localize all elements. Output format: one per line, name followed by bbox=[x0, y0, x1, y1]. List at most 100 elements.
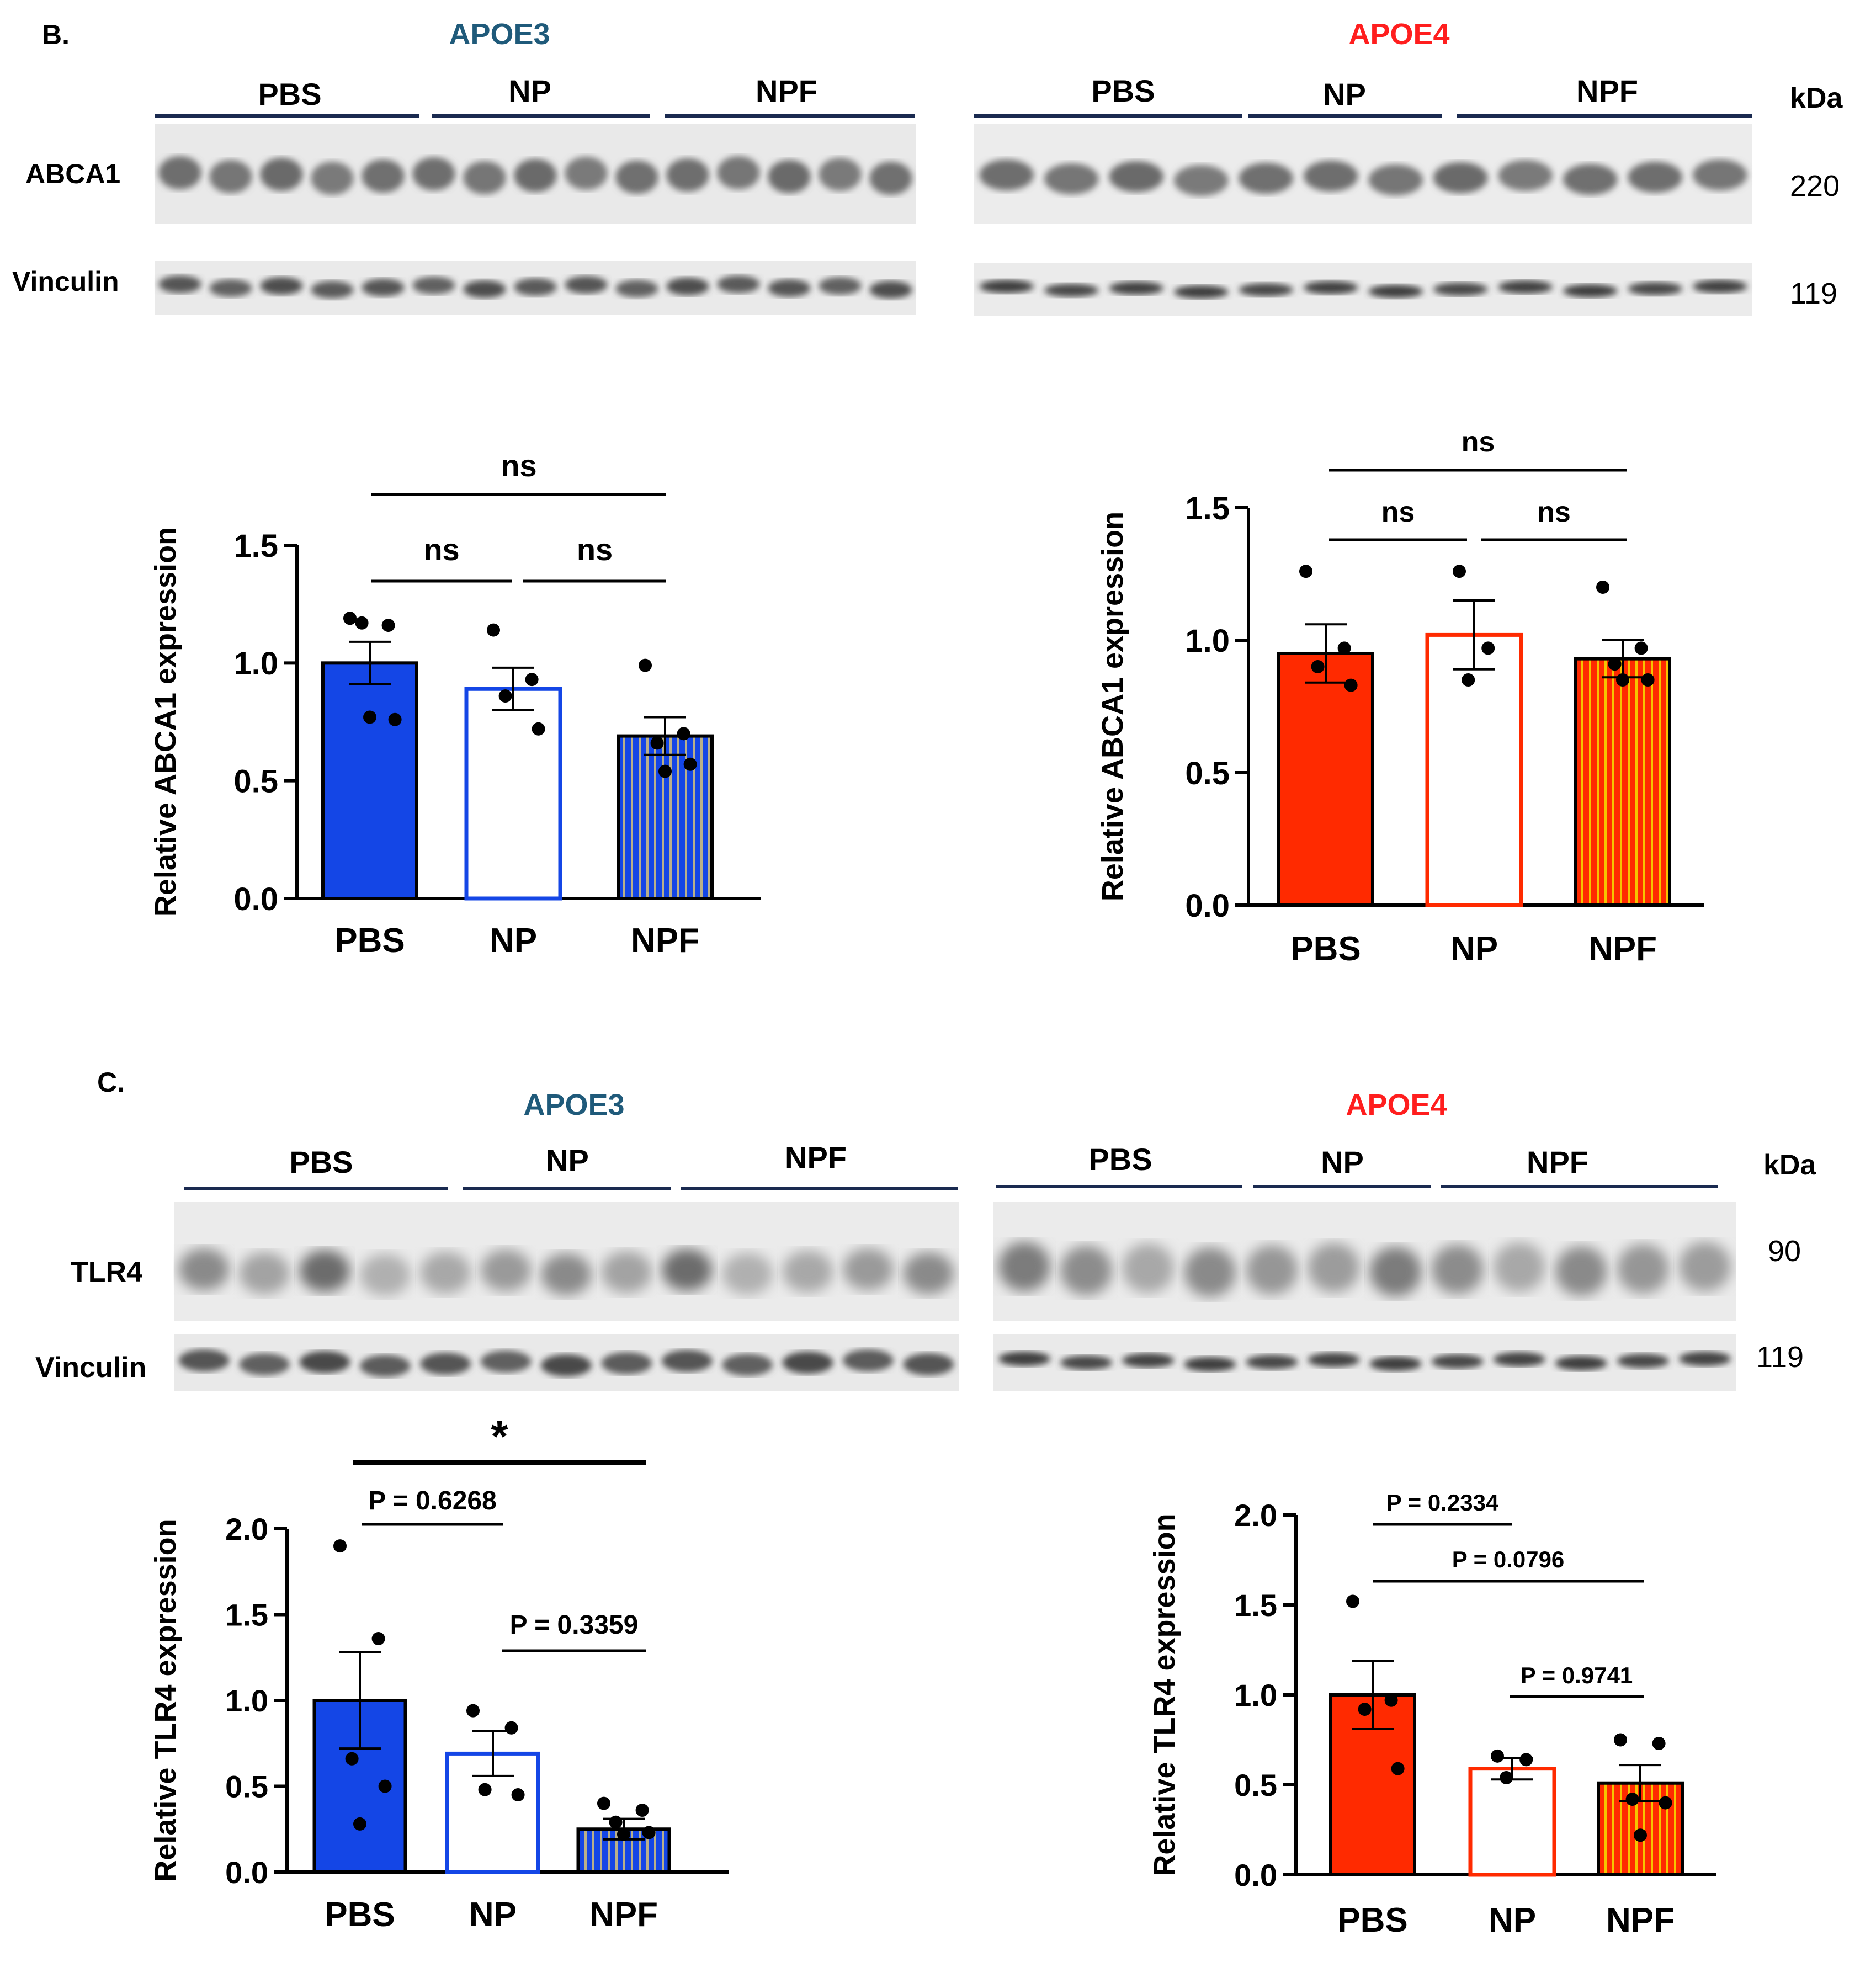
blot-band bbox=[239, 1252, 290, 1294]
blot-band bbox=[1239, 163, 1294, 194]
y-tick-label: 1.5 bbox=[233, 528, 278, 564]
blot-band bbox=[782, 1251, 833, 1293]
data-point bbox=[1391, 1762, 1405, 1775]
western-blot-vinculin-apoe3 bbox=[155, 261, 916, 315]
data-point bbox=[635, 1804, 649, 1817]
blot-title-apoe4: APOE4 bbox=[1346, 1088, 1447, 1121]
blot-title-apoe4: APOE4 bbox=[1348, 18, 1449, 51]
blot-band bbox=[463, 280, 506, 298]
blot-band bbox=[260, 277, 303, 295]
blot-band bbox=[1173, 165, 1229, 196]
group-label-pbs: PBS bbox=[1088, 1142, 1152, 1177]
blot-band bbox=[998, 1352, 1051, 1366]
kda-value: 119 bbox=[1790, 277, 1837, 310]
x-tick-label: NPF bbox=[631, 922, 699, 960]
data-point bbox=[1453, 565, 1466, 578]
western-blot-vinculin-apoe3 bbox=[174, 1334, 959, 1391]
blot-band bbox=[1493, 1352, 1545, 1366]
blot-band bbox=[311, 162, 354, 195]
x-tick-label: NP bbox=[1450, 930, 1498, 968]
blot-band bbox=[299, 1351, 350, 1373]
data-point bbox=[642, 1826, 656, 1839]
y-tick-label: 0.5 bbox=[233, 764, 278, 800]
blot-band bbox=[1109, 281, 1164, 295]
data-point bbox=[1634, 641, 1648, 655]
data-point bbox=[597, 1796, 610, 1810]
data-point bbox=[525, 673, 539, 687]
x-tick-label: NP bbox=[490, 922, 537, 960]
western-blot-tlr4-apoe3 bbox=[174, 1202, 959, 1321]
data-point bbox=[1500, 1770, 1513, 1784]
blot-band bbox=[903, 1252, 954, 1294]
blot-band bbox=[1173, 285, 1229, 299]
blot-band bbox=[615, 161, 658, 194]
blot-band bbox=[1431, 1354, 1484, 1369]
x-tick-label: PBS bbox=[1337, 1901, 1407, 1939]
blot-band bbox=[1109, 161, 1164, 192]
group-label-npf: NPF bbox=[785, 1140, 847, 1175]
group-label-pbs: PBS bbox=[289, 1145, 353, 1179]
blot-band bbox=[412, 157, 455, 190]
blot-band bbox=[1369, 1357, 1422, 1371]
blot-band bbox=[842, 1349, 894, 1371]
y-tick-label: 0.0 bbox=[1234, 1858, 1277, 1892]
x-tick-label: NPF bbox=[589, 1896, 658, 1934]
blot-band bbox=[359, 1355, 411, 1377]
data-point bbox=[1519, 1753, 1533, 1767]
blot-band bbox=[1431, 1245, 1484, 1294]
blot-row-label: Vinculin bbox=[35, 1352, 146, 1384]
western-blot-vinculin-apoe4 bbox=[993, 1334, 1736, 1391]
data-point bbox=[609, 1815, 623, 1829]
blot-band bbox=[158, 156, 201, 189]
blot-band bbox=[1692, 159, 1747, 190]
data-point bbox=[487, 623, 500, 637]
bar-npf bbox=[1574, 657, 1671, 907]
blot-band bbox=[565, 157, 608, 190]
group-label-pbs: PBS bbox=[258, 77, 321, 111]
blot-band bbox=[666, 158, 709, 192]
blot-band bbox=[1678, 1352, 1731, 1366]
blot-band bbox=[1433, 162, 1488, 193]
group-label-np: NP bbox=[546, 1143, 589, 1178]
data-point bbox=[532, 722, 545, 736]
y-tick-label: 1.0 bbox=[1185, 623, 1230, 659]
y-axis-title: Relative TLR4 expression bbox=[149, 1519, 182, 1881]
blot-band bbox=[661, 1249, 713, 1291]
kda-value: 119 bbox=[1756, 1341, 1804, 1374]
blot-band bbox=[1628, 282, 1683, 295]
data-point bbox=[650, 736, 664, 750]
data-point bbox=[617, 1827, 630, 1841]
kda-value: 220 bbox=[1790, 169, 1840, 203]
blot-band bbox=[717, 275, 760, 293]
blot-band bbox=[514, 159, 557, 192]
x-tick-label: NPF bbox=[1606, 1901, 1675, 1939]
bar-np bbox=[1425, 632, 1523, 907]
group-label-pbs: PBS bbox=[1091, 73, 1155, 108]
data-point bbox=[1491, 1749, 1504, 1763]
blot-band bbox=[1246, 1355, 1298, 1369]
data-point bbox=[683, 757, 697, 771]
data-point bbox=[1652, 1737, 1666, 1751]
significance-label: P = 0.9741 bbox=[1521, 1662, 1633, 1688]
blot-band bbox=[1563, 164, 1618, 195]
group-label-np: NP bbox=[1323, 77, 1366, 111]
bar-chart-abca1-apoe3: 0.0 0.5 1.0 1.5 Relative ABCA1 expression PBS… bbox=[149, 448, 761, 960]
data-point bbox=[1299, 565, 1312, 578]
significance-label: P = 0.3359 bbox=[510, 1610, 639, 1640]
y-axis-title: Relative ABCA1 expression bbox=[149, 527, 182, 917]
bar-np bbox=[464, 687, 562, 901]
blot-band bbox=[1498, 280, 1553, 294]
blot-band bbox=[362, 279, 405, 296]
data-point bbox=[1346, 1594, 1359, 1608]
blot-band bbox=[362, 159, 405, 193]
blot-band bbox=[1563, 284, 1618, 297]
x-tick-label: PBS bbox=[1290, 930, 1361, 968]
blot-band bbox=[1122, 1353, 1175, 1368]
data-point bbox=[511, 1788, 525, 1802]
group-label-npf: NPF bbox=[1527, 1145, 1588, 1179]
blot-band bbox=[1628, 162, 1683, 193]
x-tick-label: NP bbox=[469, 1896, 517, 1934]
significance-label: ns bbox=[1381, 496, 1415, 528]
blot-band bbox=[666, 278, 709, 295]
blot-band bbox=[1308, 1243, 1360, 1293]
